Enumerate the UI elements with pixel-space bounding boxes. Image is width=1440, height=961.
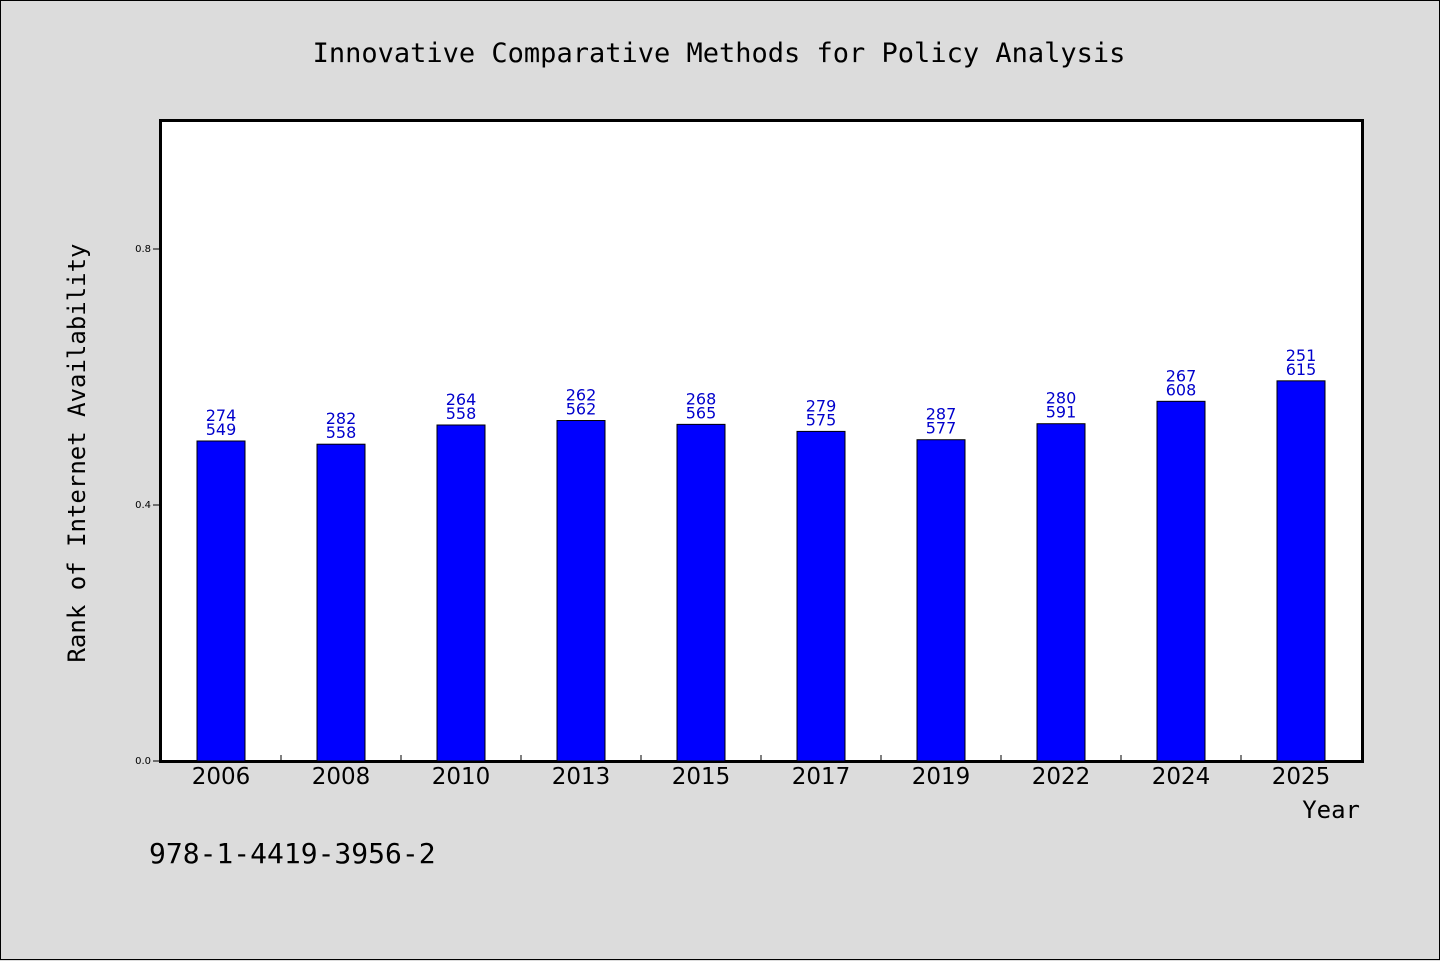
isbn-footer: 978-1-4419-3956-2 bbox=[149, 837, 436, 870]
bar-label-top: 268 bbox=[686, 389, 717, 408]
bar-label-top: 282 bbox=[326, 409, 357, 428]
y-tick-label: 0.0 bbox=[135, 756, 151, 767]
bar-label-bottom: 558 bbox=[446, 404, 477, 423]
x-tick-label: 2019 bbox=[912, 764, 971, 790]
bar-2006 bbox=[196, 440, 246, 762]
bar-2013 bbox=[556, 420, 606, 762]
bar-label-bottom: 549 bbox=[206, 420, 237, 439]
bar-label-bottom: 562 bbox=[566, 400, 597, 419]
bar-label-top: 287 bbox=[926, 405, 957, 424]
bar-2015 bbox=[676, 423, 726, 762]
x-tick-label: 2017 bbox=[792, 764, 851, 790]
x-tick-label: 2008 bbox=[312, 764, 371, 790]
bar-2008 bbox=[316, 443, 366, 762]
bar-2010 bbox=[436, 424, 486, 762]
bar-label-top: 279 bbox=[806, 396, 837, 415]
y-axis: 0.0 0.4 0.8 bbox=[135, 244, 161, 767]
x-tick-label: 2015 bbox=[672, 764, 731, 790]
y-tick-label: 0.8 bbox=[135, 244, 151, 255]
bar-2022 bbox=[1036, 423, 1086, 762]
bar-label-top: 280 bbox=[1046, 389, 1077, 408]
bar-label-top: 262 bbox=[566, 386, 597, 405]
bar-label-bottom: 577 bbox=[926, 419, 957, 438]
y-tick-label: 0.4 bbox=[135, 500, 151, 511]
bar-label-top: 264 bbox=[446, 390, 477, 409]
bar-2019 bbox=[916, 439, 966, 762]
bar-2025 bbox=[1276, 380, 1326, 762]
bar-label-bottom: 558 bbox=[326, 423, 357, 442]
x-tick-label: 2010 bbox=[432, 764, 491, 790]
bar-label-top: 251 bbox=[1286, 346, 1317, 365]
bar-label-bottom: 565 bbox=[686, 403, 717, 422]
bar-2024 bbox=[1156, 400, 1206, 762]
chart-title: Innovative Comparative Methods for Polic… bbox=[313, 38, 1126, 69]
bar-label-bottom: 615 bbox=[1286, 360, 1317, 379]
bar-label-top: 274 bbox=[206, 406, 237, 425]
bar-2017 bbox=[796, 430, 846, 762]
bar-label-top: 267 bbox=[1166, 366, 1197, 385]
bar-label-bottom: 608 bbox=[1166, 380, 1197, 399]
bar-label-bottom: 575 bbox=[806, 410, 837, 429]
x-axis: 2006 2008 2010 2013 2015 2017 2019 2022 2024 2025 bbox=[192, 755, 1331, 790]
y-axis-label: Rank of Internet Availability bbox=[63, 243, 91, 662]
x-axis-label: Year bbox=[1302, 796, 1360, 824]
x-tick-label: 2013 bbox=[552, 764, 611, 790]
bar-label-bottom: 591 bbox=[1046, 403, 1077, 422]
x-tick-label: 2024 bbox=[1152, 764, 1211, 790]
x-tick-label: 2006 bbox=[192, 764, 251, 790]
x-tick-label: 2025 bbox=[1272, 764, 1331, 790]
x-tick-label: 2022 bbox=[1032, 764, 1091, 790]
